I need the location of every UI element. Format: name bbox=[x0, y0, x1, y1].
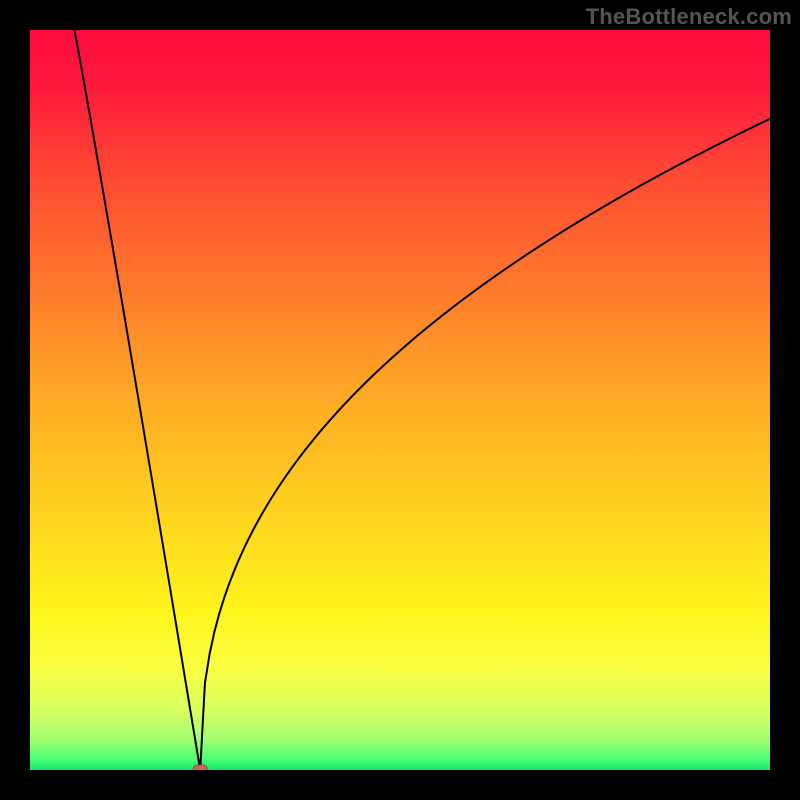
plot-svg bbox=[30, 30, 770, 770]
gradient-background bbox=[30, 30, 770, 770]
chart-frame: TheBottleneck.com bbox=[0, 0, 800, 800]
watermark-label: TheBottleneck.com bbox=[586, 4, 792, 30]
plot-area bbox=[30, 30, 770, 770]
valley-marker bbox=[193, 765, 207, 770]
